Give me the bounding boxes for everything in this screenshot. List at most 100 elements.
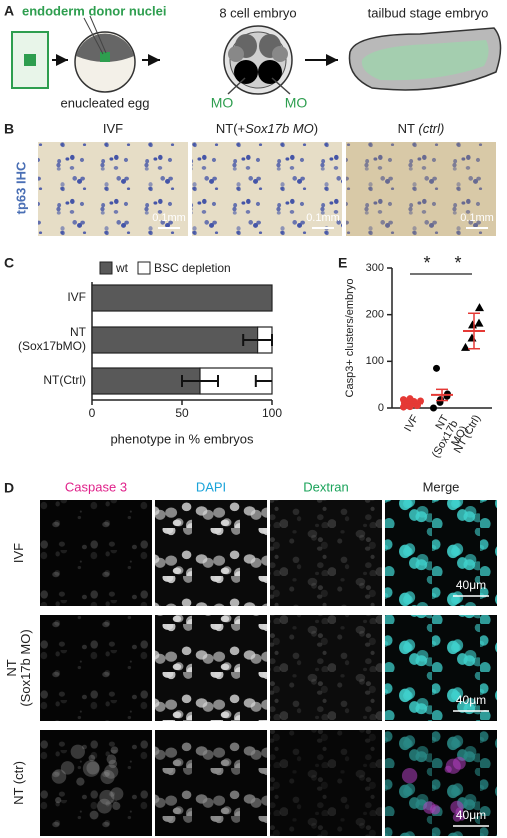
debris — [70, 744, 85, 759]
scale-label: 0.1mm — [306, 212, 340, 224]
injection-needle — [227, 77, 246, 95]
debris — [110, 787, 124, 801]
debris — [51, 769, 67, 784]
scale-label: 0.1mm — [460, 212, 494, 224]
row-label: NT(Sox17b MO) — [4, 629, 33, 706]
stain-label: tp63 IHC — [13, 161, 28, 214]
bar-segment — [91, 284, 273, 312]
micrograph — [270, 615, 382, 721]
panel-label: C — [4, 255, 14, 271]
casp-signal — [401, 768, 418, 784]
micrograph — [270, 730, 382, 836]
category-label: NT(Ctrl) — [43, 373, 86, 387]
scale-label: 40μm — [456, 808, 486, 822]
blastomere-animal — [228, 46, 244, 62]
x-axis-label: phenotype in % embryos — [110, 431, 254, 446]
micrograph-tint — [346, 142, 496, 236]
data-point — [468, 320, 477, 329]
micrograph — [192, 142, 342, 236]
column-title: NT(+Sox17b MO) — [216, 121, 318, 136]
data-point — [433, 364, 440, 372]
column-title-part: Sox17b MO — [245, 121, 314, 136]
debris — [89, 810, 99, 820]
casp-signal — [429, 804, 441, 815]
column-title-part: NT(+ — [216, 121, 245, 136]
data-point — [400, 396, 407, 404]
donor-nucleus — [24, 54, 36, 66]
column-title: Caspase 3 — [65, 479, 127, 494]
blastomere-vegetal — [258, 60, 282, 84]
debris — [82, 760, 100, 777]
category-label-line: IVF — [67, 290, 86, 304]
tailbud-endoderm — [361, 40, 489, 81]
debris — [112, 801, 121, 811]
data-point — [461, 342, 470, 351]
blastomere-vegetal — [234, 60, 258, 84]
legend-swatch — [137, 261, 151, 275]
micrograph-dim — [385, 730, 497, 836]
debris — [76, 777, 85, 786]
panel-label: E — [338, 255, 347, 271]
category-label: NT(Sox17bMO) — [18, 325, 87, 353]
data-point — [474, 318, 484, 327]
category-label: IVF — [402, 413, 421, 434]
micrograph — [155, 615, 267, 721]
bar-segment — [91, 326, 259, 354]
micrograph — [40, 500, 152, 606]
row-label-line: IVF — [11, 543, 26, 563]
category-label: IVF — [67, 290, 86, 304]
debris — [106, 754, 117, 765]
scale-label: 40μm — [456, 693, 486, 707]
panel-label: D — [4, 480, 14, 496]
egg-animal-pole — [76, 33, 134, 62]
egg-nucleus — [100, 52, 110, 62]
data-point — [475, 303, 484, 312]
casp-signal — [444, 765, 452, 773]
debris — [86, 761, 100, 775]
error-bar — [242, 334, 273, 346]
category-label-line: (Sox17bMO) — [18, 339, 86, 353]
row-label-line: (Sox17b MO) — [18, 629, 33, 706]
data-point — [467, 333, 477, 342]
y-tick-label: 300 — [366, 262, 384, 274]
row-label: IVF — [11, 543, 26, 563]
row-label-line: NT — [4, 659, 19, 676]
x-tick-label: 0 — [89, 406, 96, 420]
row-label-line: NT (ctr) — [11, 761, 26, 805]
data-point — [430, 404, 437, 412]
casp-signal — [452, 813, 462, 822]
micrograph — [385, 500, 497, 606]
column-title: NT (ctrl) — [398, 121, 445, 136]
scale-label: 40μm — [456, 578, 486, 592]
x-tick-label: 100 — [262, 406, 282, 420]
significance-star: * — [454, 253, 461, 273]
row-label: NT (ctr) — [11, 761, 26, 805]
significance-star: * — [423, 253, 430, 273]
micrograph — [155, 730, 267, 836]
sem-bar — [468, 312, 480, 350]
egg-label: enucleated egg — [61, 95, 150, 110]
legend-label: wt — [115, 261, 129, 275]
column-title-part: (ctrl) — [418, 121, 444, 136]
error-bar — [181, 375, 219, 387]
category-label-line: IVF — [402, 413, 421, 434]
column-title-part: IVF — [103, 121, 123, 136]
pipette — [83, 17, 104, 55]
panel-label: B — [4, 121, 14, 137]
debris — [99, 789, 115, 805]
donor-tissue — [11, 31, 49, 89]
micrograph-dim — [270, 730, 382, 836]
debris — [108, 759, 118, 769]
embryo8-label: 8 cell embryo — [219, 5, 296, 20]
injection-needle — [271, 77, 291, 95]
column-title: Dextran — [303, 479, 349, 494]
sem-bar — [406, 401, 418, 406]
data-point — [406, 395, 414, 403]
mo-label: MO — [285, 95, 308, 111]
debris — [104, 764, 119, 779]
debris — [100, 769, 115, 785]
micrograph — [40, 730, 152, 836]
debris — [55, 797, 62, 804]
